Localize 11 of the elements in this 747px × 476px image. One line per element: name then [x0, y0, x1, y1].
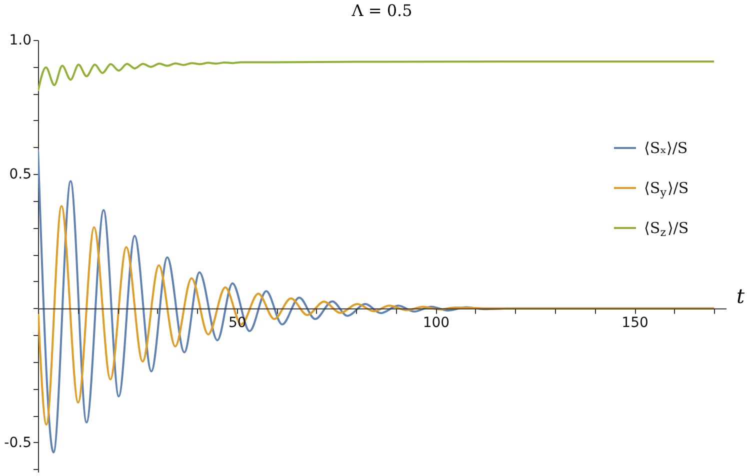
- x-tick-label: 150: [622, 314, 648, 331]
- y-tick-label: 0.5: [9, 166, 32, 183]
- chart-title: Λ = 0.5: [350, 1, 412, 20]
- line-series: [38, 60, 716, 92]
- legend-label: ⟨Sₓ⟩/S: [644, 139, 688, 157]
- y-tick-label: 1.0: [9, 32, 32, 48]
- x-axis-title: t: [736, 284, 746, 308]
- x-tick-label: 50: [228, 314, 246, 331]
- y-tick-label: -0.5: [4, 434, 32, 451]
- line-series: [38, 205, 716, 426]
- x-tick-label: 100: [422, 314, 450, 331]
